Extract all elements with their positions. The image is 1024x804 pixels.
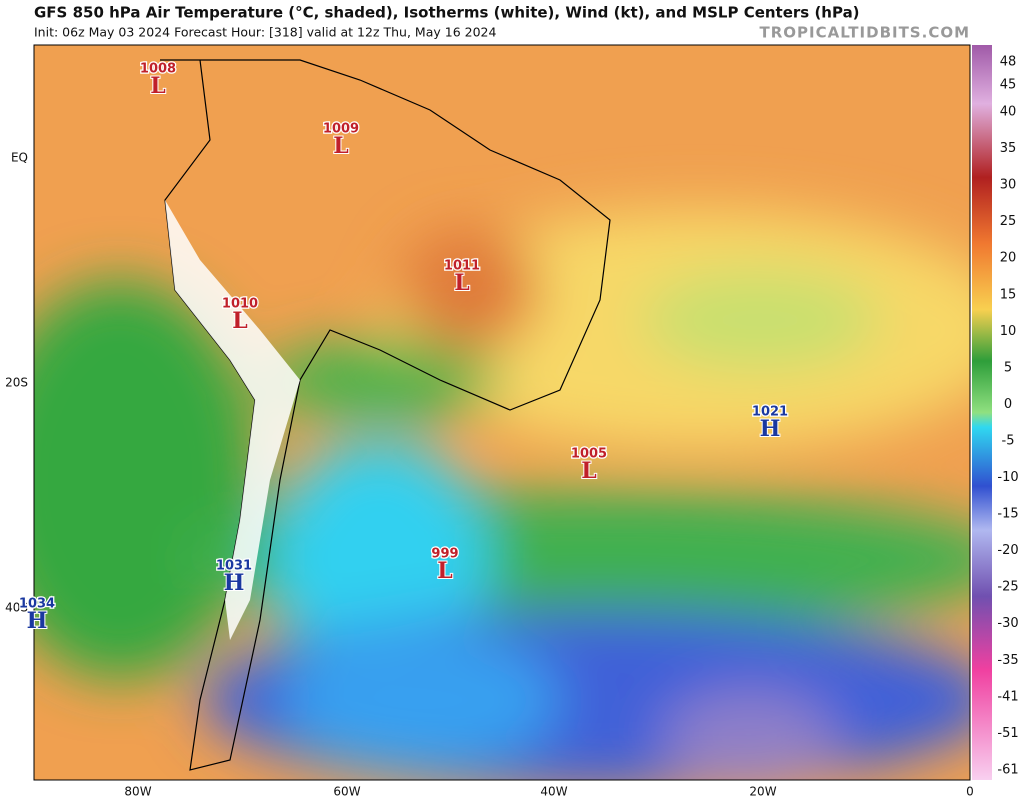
lon-label: 60W [333,785,360,799]
pressure-value: 999 [431,547,458,562]
lat-label: 20S [5,376,28,390]
colorbar-label: -20 [997,543,1018,558]
subtitle: Init: 06z May 03 2024 Forecast Hour: [31… [34,25,496,40]
colorbar [972,45,992,780]
colorbar-label: 0 [1004,397,1012,412]
pressure-value: 1031 [216,559,252,574]
colorbar-label: 25 [1000,214,1017,229]
colorbar-label: 10 [1000,324,1017,339]
colorbar-label: -61 [997,762,1018,777]
colorbar-label: 5 [1004,360,1012,375]
lat-label: 40S [5,601,28,615]
pressure-value: 1008 [140,62,176,77]
pressure-value: 1009 [323,122,359,137]
credit: TROPICALTIDBITS.COM [760,24,971,42]
colorbar-label: -15 [997,507,1018,522]
pressure-value: 1010 [222,297,258,312]
pressure-center: L [581,458,596,484]
pressure-center: L [454,270,469,296]
colorbar-label: 30 [1000,178,1017,193]
pressure-value: 1011 [444,259,480,274]
lat-label: EQ [11,151,28,165]
pressure-center: L [150,73,165,99]
map-frame [33,44,971,781]
colorbar-label: 35 [1000,141,1017,156]
lon-label: 80W [124,785,151,799]
pressure-center: L [232,308,247,334]
andes [165,200,300,640]
colorbar-label: 40 [1000,105,1017,120]
pressure-center: L [437,558,452,584]
pressure-center: H [224,570,245,596]
pressure-center: H [760,416,781,442]
pressure-value: 1034 [19,597,55,612]
pressure-center: L [333,133,348,159]
colorbar-label: 45 [1000,78,1017,93]
colorbar-label: -5 [1002,433,1015,448]
temperature-field [34,45,970,780]
lon-label: 0 [966,785,974,799]
pressure-value: 1005 [571,447,607,462]
colorbar-label: -10 [997,470,1018,485]
colorbar-label: 48 [1000,55,1017,70]
colorbar-label: -30 [997,616,1018,631]
pressure-center: H [27,608,48,634]
lon-label: 20W [749,785,776,799]
colorbar-label: -25 [997,580,1018,595]
colorbar-label: 15 [1000,287,1017,302]
colorbar-label: -35 [997,653,1018,668]
colorbar-label: 20 [1000,251,1017,266]
title: GFS 850 hPa Air Temperature (°C, shaded)… [34,4,860,22]
lon-label: 40W [540,785,567,799]
pressure-value: 1021 [752,405,788,420]
colorbar-label: -51 [997,726,1018,741]
colorbar-label: -41 [997,689,1018,704]
